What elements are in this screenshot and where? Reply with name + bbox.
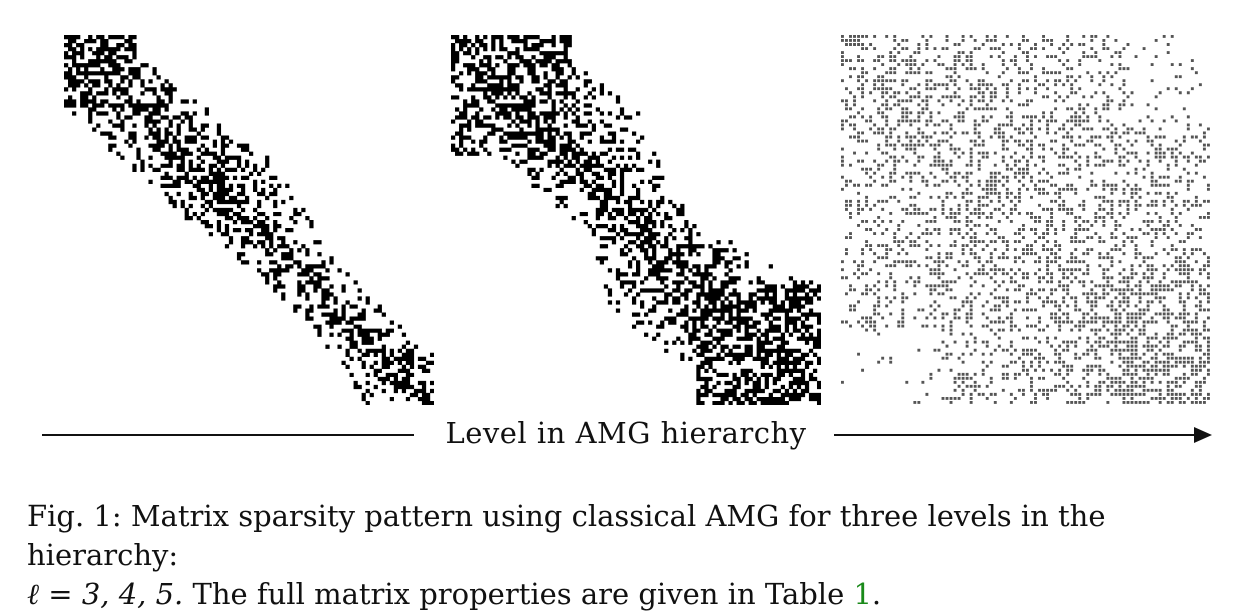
table-reference-link[interactable]: 1: [853, 577, 872, 611]
sparsity-nonzeros: [841, 35, 1210, 404]
caption-text: Matrix sparsity pattern using classical …: [27, 499, 1106, 572]
sparsity-plot-level-4: [451, 35, 821, 405]
sparsity-panel-level-4: [451, 35, 821, 405]
caption-text-2: The full matrix properties are given in …: [192, 577, 845, 611]
figure-caption: Fig. 1: Matrix sparsity pattern using cl…: [27, 497, 1227, 614]
sparsity-panel-level-5: [841, 35, 1211, 405]
caption-end: .: [871, 577, 882, 611]
axis-line-left: [42, 434, 414, 436]
sparsity-plot-level-3: [64, 35, 434, 405]
sparsity-nonzeros: [64, 35, 434, 405]
axis-label: Level in AMG hierarchy: [445, 416, 807, 450]
caption-label: Fig. 1:: [27, 499, 122, 533]
sparsity-panel-level-3: [64, 35, 434, 405]
caption-math: ℓ = 3, 4, 5.: [27, 577, 184, 611]
hierarchy-axis: Level in AMG hierarchy: [42, 415, 1212, 455]
sparsity-nonzeros: [451, 35, 821, 405]
axis-line-right: [834, 434, 1198, 436]
sparsity-plot-level-5: [841, 35, 1210, 404]
arrow-head-icon: [1194, 427, 1212, 443]
